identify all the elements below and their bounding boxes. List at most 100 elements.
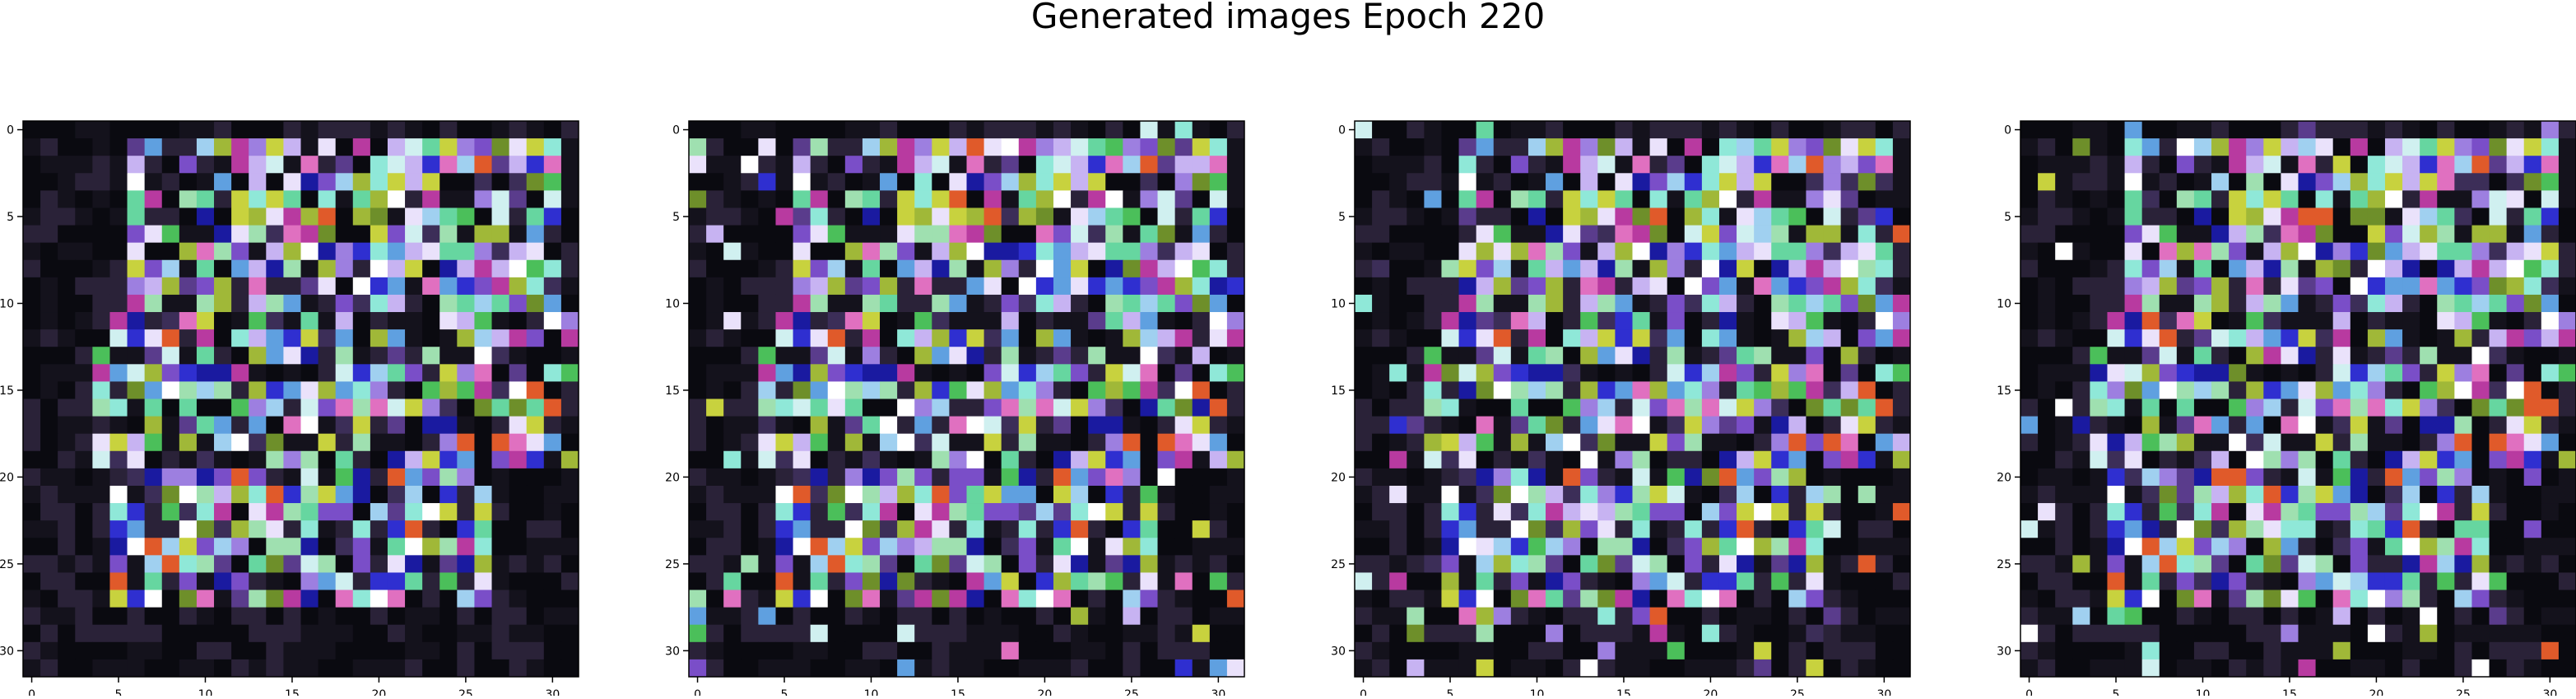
- pixel: [318, 312, 337, 330]
- pixel: [1105, 312, 1123, 330]
- pixel: [1174, 572, 1193, 590]
- pixel: [1355, 398, 1373, 417]
- pixel: [1372, 294, 1390, 313]
- pixel: [509, 190, 528, 208]
- pixel: [2558, 364, 2576, 382]
- pixel: [1441, 259, 1459, 278]
- pixel: [1615, 520, 1633, 538]
- pixel: [387, 433, 406, 452]
- pixel: [491, 259, 510, 278]
- pixel: [127, 416, 146, 435]
- pixel: [1875, 381, 1894, 399]
- pixel: [1140, 416, 1158, 435]
- pixel: [1192, 433, 1211, 452]
- pixel: [1684, 207, 1703, 226]
- pixel: [196, 485, 215, 504]
- pixel: [810, 485, 829, 504]
- pixel: [2176, 277, 2195, 296]
- pixel: [2090, 555, 2108, 573]
- pixel: [1771, 312, 1789, 330]
- pixel: [283, 572, 301, 590]
- pixel: [2367, 503, 2386, 521]
- pixel: [2402, 572, 2420, 590]
- pixel: [1546, 659, 1564, 678]
- pixel: [405, 381, 423, 399]
- pixel: [1840, 589, 1859, 608]
- pixel: [1649, 294, 1668, 313]
- pixel: [335, 538, 354, 556]
- pixel: [1053, 450, 1072, 469]
- pixel: [2332, 347, 2351, 365]
- pixel: [23, 398, 41, 417]
- pixel: [266, 225, 284, 244]
- pixel: [1389, 520, 1407, 538]
- pixel: [92, 381, 110, 399]
- pixel: [1355, 294, 1373, 313]
- pixel: [1858, 207, 1876, 226]
- pixel: [723, 398, 742, 417]
- pixel: [92, 641, 110, 660]
- pixel: [370, 381, 388, 399]
- pixel: [58, 624, 76, 643]
- pixel: [1788, 416, 1806, 435]
- pixel: [1493, 364, 1512, 382]
- pixel: [352, 207, 371, 226]
- pixel: [1140, 520, 1158, 538]
- pixel: [1105, 259, 1123, 278]
- pixel: [1823, 433, 1842, 452]
- pixel: [1123, 659, 1141, 678]
- pixel: [1771, 173, 1789, 191]
- pixel: [2420, 294, 2438, 313]
- pixel: [862, 294, 881, 313]
- pixel: [2315, 242, 2334, 261]
- pixel: [2471, 555, 2490, 573]
- pixel: [1174, 259, 1193, 278]
- pixel: [2558, 312, 2576, 330]
- pixel: [689, 624, 707, 643]
- pixel: [109, 450, 128, 469]
- y-tick-label: 10: [1331, 297, 1346, 310]
- pixel: [1140, 555, 1158, 573]
- pixel: [1806, 520, 1824, 538]
- pixel: [1372, 347, 1390, 365]
- pixel: [214, 555, 232, 573]
- pixel: [2159, 225, 2178, 244]
- pixel: [1580, 225, 1598, 244]
- pixel: [2055, 277, 2073, 296]
- pixel: [1476, 555, 1495, 573]
- pixel: [1389, 659, 1407, 678]
- pixel: [2350, 503, 2369, 521]
- pixel: [2541, 277, 2560, 296]
- pixel: [2437, 259, 2455, 278]
- pixel: [1071, 433, 1089, 452]
- pixel: [2523, 329, 2542, 347]
- pixel: [196, 138, 215, 156]
- pixel: [1123, 381, 1141, 399]
- pixel: [58, 485, 76, 504]
- pixel: [1580, 555, 1598, 573]
- pixel: [810, 121, 829, 139]
- pixel: [1771, 607, 1789, 626]
- pixel: [387, 207, 406, 226]
- pixel: [491, 624, 510, 643]
- pixel: [897, 624, 915, 643]
- pixel: [758, 225, 776, 244]
- pixel: [58, 156, 76, 174]
- pixel: [2090, 572, 2108, 590]
- pixel: [741, 156, 759, 174]
- pixel: [335, 520, 354, 538]
- pixel: [723, 156, 742, 174]
- pixel: [1157, 190, 1176, 208]
- pixel: [439, 468, 458, 487]
- pixel: [2176, 381, 2195, 399]
- pixel: [1174, 433, 1193, 452]
- pixel: [2298, 381, 2316, 399]
- pixel: [161, 364, 180, 382]
- pixel: [2055, 555, 2073, 573]
- pixel: [2141, 607, 2160, 626]
- pixel: [827, 277, 846, 296]
- pixel: [914, 555, 932, 573]
- pixel: [266, 624, 284, 643]
- pixel: [1157, 572, 1176, 590]
- pixel: [214, 277, 232, 296]
